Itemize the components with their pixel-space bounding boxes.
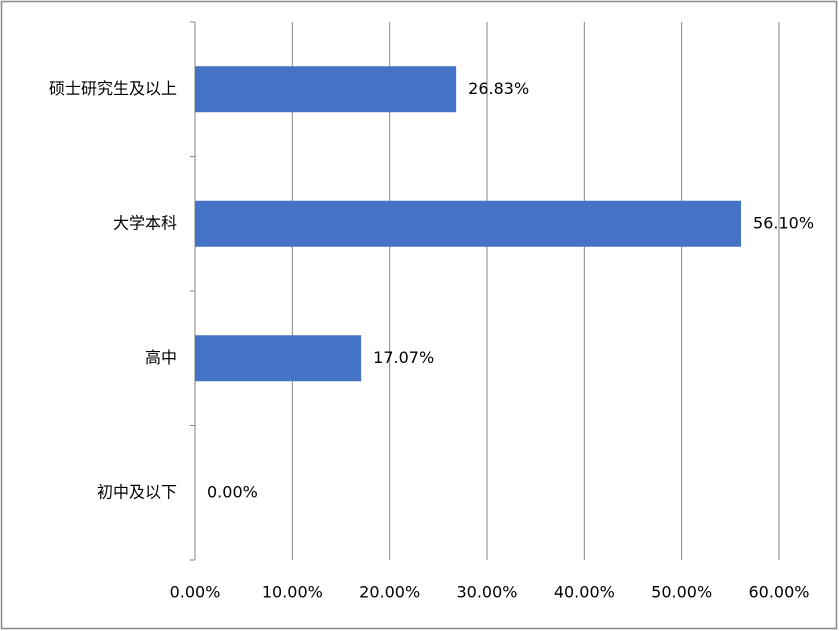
x-tick-label: 0.00% bbox=[170, 583, 221, 602]
x-tick-label: 20.00% bbox=[359, 583, 420, 602]
x-tick-label: 60.00% bbox=[748, 583, 809, 602]
bar bbox=[195, 66, 457, 113]
y-tick-label: 初中及以下 bbox=[97, 482, 177, 501]
y-tick-label: 高中 bbox=[145, 348, 177, 367]
y-tick-label: 大学本科 bbox=[113, 213, 177, 232]
x-tick-label: 50.00% bbox=[651, 583, 712, 602]
value-label: 17.07% bbox=[373, 348, 434, 367]
x-tick-label: 40.00% bbox=[554, 583, 615, 602]
value-label: 26.83% bbox=[468, 79, 529, 98]
x-tick-label: 30.00% bbox=[456, 583, 517, 602]
bar bbox=[195, 335, 362, 382]
bar bbox=[195, 200, 742, 247]
x-tick-label: 10.00% bbox=[262, 583, 323, 602]
value-label: 56.10% bbox=[753, 213, 814, 232]
y-tick-label: 硕士研究生及以上 bbox=[49, 79, 177, 98]
value-label: 0.00% bbox=[207, 482, 258, 501]
